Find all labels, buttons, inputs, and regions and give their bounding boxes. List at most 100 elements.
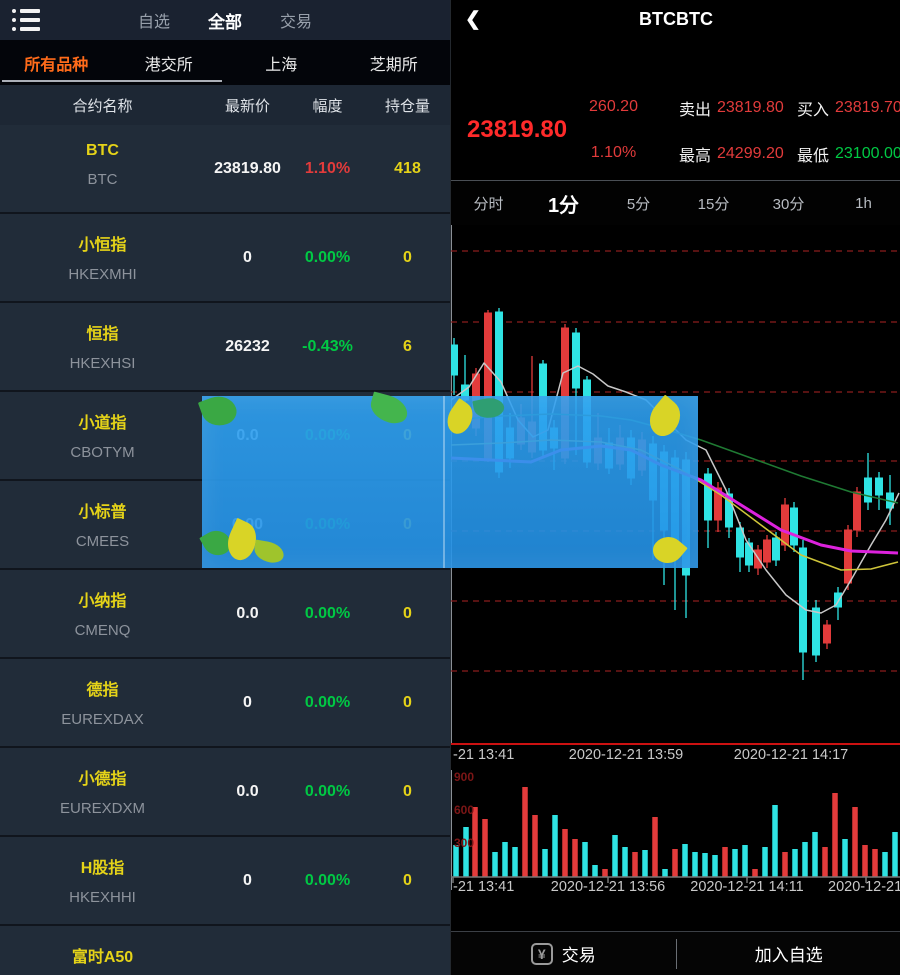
promo-overlay-banner[interactable] (197, 391, 698, 570)
trade-label: 交易 (561, 946, 596, 965)
instrument-name-cell: BTC BTC (0, 125, 205, 212)
leaf-icon (472, 395, 506, 421)
list-menu-icon[interactable] (12, 9, 40, 31)
instrument-name: BTC (86, 142, 119, 159)
instrument-code: CBOTYM (70, 444, 135, 461)
column-header: 最新价 (224, 97, 270, 115)
instrument-name-cell: 恒指 HKEXHSI (0, 303, 205, 390)
volume-chart[interactable]: 900 600 300 -21 13:41 2020-12-21 13:56 2… (451, 770, 900, 905)
position-cell: 418 (394, 159, 421, 177)
instrument-name-cell: 小德指 EUREXDXM (0, 748, 205, 835)
category-tab[interactable]: 所有品种 (24, 56, 89, 74)
instrument-name: 小道指 (78, 415, 127, 432)
instrument-code: CMENQ (74, 622, 131, 639)
top-tab[interactable]: 交易 (280, 14, 313, 31)
quote-summary: 23819.80 260.20 1.10% 卖出 23819.80 买入 238… (451, 40, 900, 207)
instrument-row[interactable]: 小恒指 HKEXMHI 0 0.00% 0 (0, 214, 450, 303)
interval-tab[interactable]: 1h (855, 194, 872, 212)
symbol-title: BTCBTC (639, 9, 713, 29)
last-price-cell: 0.0 (236, 604, 259, 622)
change-cell: 0.00% (304, 693, 351, 711)
buy-label: 买入 (797, 102, 830, 119)
position-cell: 0 (403, 248, 412, 266)
volume-x-label: 2020-12-21 1 (828, 879, 900, 895)
position-cell: 0 (403, 871, 412, 889)
instrument-code: HKEXHSI (69, 355, 136, 372)
high-price: 24299.20 (717, 145, 784, 162)
instrument-list-panel: 自选 全部 交易 所有品种 港交所 上海 芝期所 合约名称 最新价 幅度 持仓量 BTC BTC 2… (0, 0, 450, 975)
category-tab[interactable]: 芝期所 (369, 56, 418, 74)
instrument-row[interactable]: 小纳指 CMENQ 0.0 0.00% 0 (0, 570, 450, 659)
change-cell: 0.00% (304, 248, 351, 266)
last-price-cell: 23819.80 (214, 159, 281, 177)
instrument-code: HKEXMHI (68, 266, 137, 283)
instrument-row[interactable]: 富时A50 (0, 926, 450, 975)
leaf-icon (197, 391, 241, 431)
last-price-cell: 26232 (225, 337, 270, 355)
top-tab[interactable]: 全部 (208, 12, 242, 32)
watchlist-label: 加入自选 (754, 946, 823, 965)
instrument-name-cell: 小标普 CMEES (0, 481, 205, 568)
interval-tab[interactable]: 5分 (626, 195, 651, 213)
last-price-cell: 0 (243, 248, 252, 266)
position-cell (365, 926, 450, 975)
category-bar: 所有品种 港交所 上海 芝期所 (0, 40, 450, 85)
instrument-row[interactable]: 德指 EUREXDAX 0 0.00% 0 (0, 659, 450, 748)
top-tab-bar: 自选 全部 交易 (0, 0, 450, 40)
instrument-name: 小标普 (78, 504, 127, 521)
interval-tab[interactable]: 15分 (697, 195, 730, 213)
last-price-cell: 0.0 (236, 782, 259, 800)
last-price-cell (205, 926, 290, 975)
column-header: 持仓量 (384, 97, 430, 115)
instrument-row[interactable]: H股指 HKEXHHI 0 0.00% 0 (0, 837, 450, 926)
instrument-name: 恒指 (86, 326, 119, 343)
instrument-row[interactable]: BTC BTC 23819.80 1.10% 418 (0, 125, 450, 214)
instrument-code: EUREXDXM (59, 800, 145, 817)
instrument-name-cell: 德指 EUREXDAX (0, 659, 205, 746)
instrument-code: EUREXDAX (61, 711, 144, 728)
footer-divider (675, 938, 677, 969)
instrument-name-cell: 小道指 CBOTYM (0, 392, 205, 479)
instrument-code: CMEES (75, 533, 130, 550)
position-cell: 0 (403, 693, 412, 711)
trade-button[interactable]: ¥ 交易 (451, 932, 676, 975)
interval-tab[interactable]: 30分 (772, 195, 805, 213)
change-cell: 0.00% (304, 871, 351, 889)
instrument-row[interactable]: 小德指 EUREXDXM 0.0 0.00% 0 (0, 748, 450, 837)
instrument-code: HKEXHHI (69, 889, 136, 906)
detail-header: ❮ BTCBTC (451, 0, 900, 40)
top-tab[interactable]: 自选 (137, 14, 170, 31)
low-price: 23100.00 (835, 145, 900, 162)
instrument-name: 德指 (86, 682, 119, 699)
instrument-name: 小德指 (78, 771, 127, 788)
instrument-name-cell: H股指 HKEXHHI (0, 837, 205, 924)
yen-icon: ¥ (530, 942, 553, 965)
instrument-name: 小纳指 (78, 593, 127, 610)
volume-x-label: 2020-12-21 14:11 (690, 879, 804, 895)
change-cell: 1.10% (304, 159, 351, 177)
category-scroll-indicator (2, 80, 222, 82)
last-price-cell: 0 (243, 871, 252, 889)
interval-tab-bar: 分时 1分 5分 15分 30分 1h (451, 180, 900, 225)
leaf-icon (648, 530, 688, 570)
high-label: 最高 (679, 148, 712, 165)
last-price-cell: 0 (243, 693, 252, 711)
category-tab[interactable]: 上海 (265, 56, 298, 74)
interval-tab[interactable]: 分时 (473, 195, 504, 213)
position-cell: 0 (403, 604, 412, 622)
low-label: 最低 (797, 148, 830, 165)
sell-price: 23819.80 (717, 99, 784, 116)
sell-label: 卖出 (679, 102, 712, 119)
back-icon[interactable]: ❮ (465, 9, 481, 30)
change-cell: 0.00% (304, 782, 351, 800)
instrument-row[interactable]: 恒指 HKEXHSI 26232 -0.43% 6 (0, 303, 450, 392)
category-tab[interactable]: 港交所 (144, 56, 193, 74)
instrument-name-cell: 富时A50 (0, 926, 205, 975)
interval-tab[interactable]: 1分 (547, 194, 580, 217)
instrument-name: 富时A50 (71, 949, 134, 966)
instrument-name: 小恒指 (78, 237, 127, 254)
detail-footer: ¥ 交易 加入自选 (451, 931, 900, 975)
add-watchlist-button[interactable]: 加入自选 (677, 932, 900, 975)
change-percent: 1.10% (590, 144, 637, 161)
